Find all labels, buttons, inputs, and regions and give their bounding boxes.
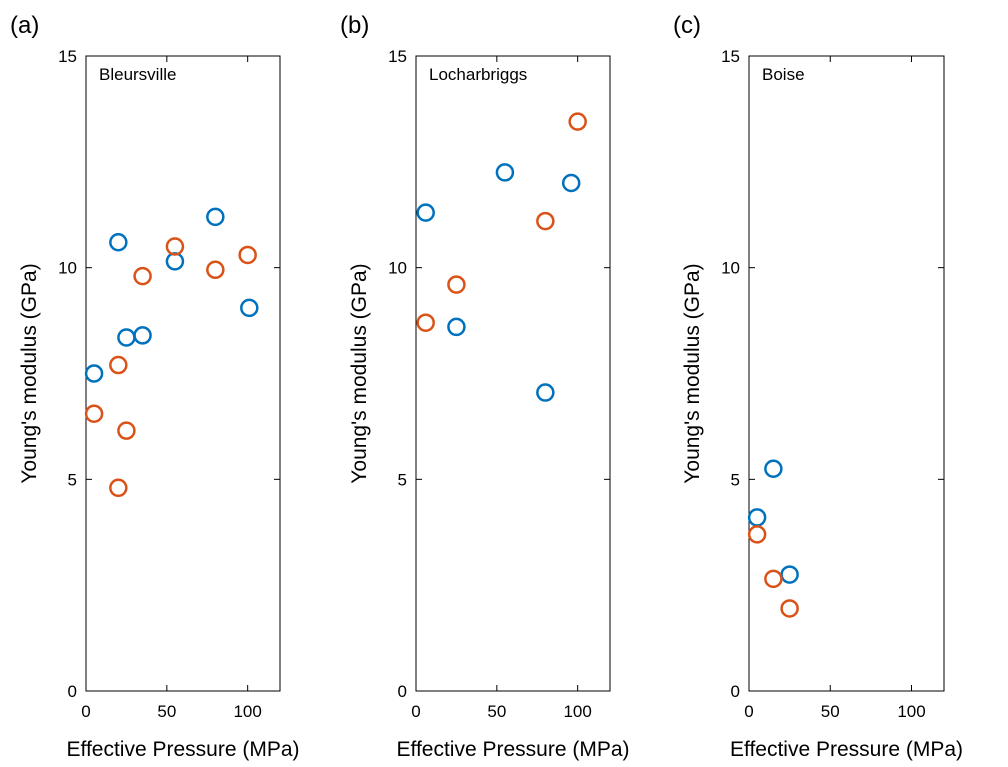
data-point-series-1 (764, 459, 783, 478)
data-point-series-2 (133, 266, 152, 286)
x-tick-label: 100 (563, 702, 591, 721)
data-point-series-1 (416, 203, 435, 222)
site-label: Bleursville (99, 65, 176, 84)
axes-box (748, 55, 945, 692)
data-point-series-1 (780, 565, 799, 584)
data-point-series-2 (109, 478, 128, 498)
x-tick-label: 50 (821, 702, 840, 721)
data-point-series-2 (206, 260, 225, 280)
data-point-series-1 (561, 173, 581, 193)
data-point-series-2 (747, 525, 767, 544)
data-point-series-1 (109, 233, 128, 252)
data-point-series-2 (447, 275, 466, 294)
site-label: Locharbriggs (429, 65, 527, 84)
panel-3: 0 5 10 15 0 50 100 Effective Pressure (MPa) Youn… (673, 12, 963, 761)
x-tick-label: 50 (157, 702, 176, 721)
y-axis-label: Young's modulus (GPa) (18, 263, 41, 483)
panel-label: (c) (673, 12, 701, 39)
data-point-series-1 (133, 326, 152, 345)
data-point-series-1 (240, 298, 259, 318)
y-axis-label: Young's modulus (GPa) (681, 263, 704, 483)
y-tick-label: 10 (721, 259, 740, 278)
data-point-series-1 (117, 328, 136, 347)
data-point-series-1 (536, 383, 555, 402)
data-point-series-1 (84, 364, 104, 383)
y-axis-label: Young's modulus (GPa) (348, 263, 371, 483)
panel-label: (b) (340, 12, 369, 39)
data-point-series-1 (747, 508, 767, 527)
y-tick-label: 5 (68, 470, 77, 489)
x-axis-label: Effective Pressure (MPa) (396, 738, 629, 761)
x-tick-label: 0 (81, 702, 90, 721)
data-point-series-2 (568, 112, 587, 131)
y-tick-label: 15 (721, 47, 740, 66)
data-point-series-2 (780, 599, 799, 618)
x-tick-label: 0 (744, 702, 753, 721)
y-tick-label: 0 (68, 682, 77, 701)
panel-2: 0 5 10 15 0 50 100 Effective Pressure (MPa) Youn… (340, 12, 630, 761)
axes-box (415, 55, 611, 692)
x-axis-label: Effective Pressure (MPa) (66, 738, 299, 761)
panel-1: 0 5 10 15 0 50 100 Effective Pressure (MPa) Youn… (10, 12, 300, 761)
data-point-series-2 (764, 569, 783, 589)
data-point-series-2 (165, 237, 185, 256)
x-tick-label: 50 (487, 702, 506, 721)
y-tick-label: 5 (398, 470, 407, 489)
data-point-series-2 (117, 421, 136, 440)
data-point-series-2 (109, 355, 128, 375)
data-point-series-2 (238, 245, 257, 265)
y-tick-label: 5 (731, 470, 740, 489)
site-label: Boise (762, 65, 805, 84)
data-point-series-2 (84, 404, 104, 423)
y-tick-label: 10 (388, 259, 407, 278)
data-point-series-2 (536, 211, 555, 231)
y-tick-label: 0 (731, 682, 740, 701)
x-tick-label: 100 (897, 702, 925, 721)
y-tick-label: 10 (58, 259, 77, 278)
x-tick-label: 100 (233, 702, 261, 721)
x-tick-label: 0 (411, 702, 420, 721)
panel-label: (a) (10, 12, 39, 39)
x-axis-label: Effective Pressure (MPa) (730, 738, 963, 761)
data-point-series-1 (447, 317, 466, 337)
data-point-series-2 (416, 313, 435, 332)
data-point-series-1 (495, 163, 515, 182)
y-tick-label: 15 (58, 47, 77, 66)
data-point-series-1 (206, 207, 225, 227)
y-tick-label: 15 (388, 47, 407, 66)
y-tick-label: 0 (398, 682, 407, 701)
